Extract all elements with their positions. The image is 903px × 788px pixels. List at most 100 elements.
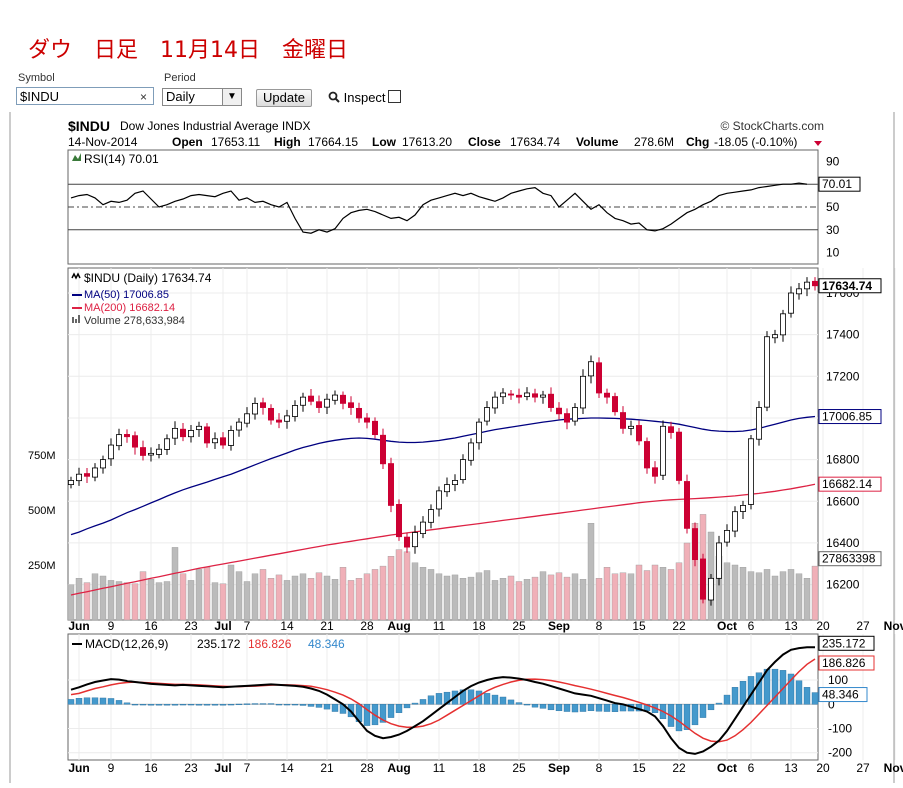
macd-hist-bar xyxy=(219,704,227,706)
volume-tick-500M: 500M xyxy=(28,505,56,517)
ma50-line xyxy=(70,415,816,536)
volume-bar xyxy=(171,547,179,621)
macd-x-label-Jun: Jun xyxy=(68,761,89,775)
symbol-input[interactable]: $INDU × xyxy=(16,87,154,105)
candle-body xyxy=(588,361,595,377)
macd-hist-bar xyxy=(611,704,619,712)
volume-bar xyxy=(515,581,523,621)
candle-body xyxy=(483,407,490,422)
volume-bar xyxy=(179,573,187,621)
volume-bar xyxy=(219,583,227,621)
macd-hist-bar xyxy=(723,694,731,705)
macd-legend-macd: 235.172 xyxy=(197,637,241,651)
candle-body xyxy=(251,402,258,415)
candle-body xyxy=(716,542,723,579)
volume-bar xyxy=(427,569,435,621)
macd-hist-bar xyxy=(435,693,443,705)
volume-bar xyxy=(331,579,339,621)
header-high: 17664.15 xyxy=(308,135,358,149)
header-source: © StockCharts.com xyxy=(720,119,824,133)
volume-bar xyxy=(739,567,747,621)
header-date: 14-Nov-2014 xyxy=(68,135,138,149)
rsi-legend: RSI(14) 70.01 xyxy=(84,152,159,166)
candle-body xyxy=(187,430,194,438)
candle-body xyxy=(371,420,378,436)
macd-hist-bar xyxy=(539,704,547,709)
macd-hist-bar xyxy=(715,702,723,705)
macd-hist-bar xyxy=(163,704,171,706)
candle-body xyxy=(756,407,763,440)
volume-bar xyxy=(507,575,515,621)
price-tick-17200: 17200 xyxy=(826,369,860,383)
candle-body xyxy=(124,434,131,438)
header-volume: 278.6M xyxy=(634,135,674,149)
update-button[interactable]: Update xyxy=(256,89,312,107)
volume-bar xyxy=(795,573,803,621)
inspect-checkbox[interactable] xyxy=(387,90,401,103)
candle-body xyxy=(507,393,514,396)
macd-hist-bar xyxy=(123,702,131,705)
candle-body xyxy=(556,407,563,415)
macd-hist-bar xyxy=(99,697,107,705)
candle-body xyxy=(387,463,394,506)
clear-icon[interactable]: × xyxy=(139,90,147,104)
price-x-label-28: 28 xyxy=(360,619,374,633)
volume-bar xyxy=(443,575,451,621)
volume-bar xyxy=(619,572,627,621)
macd-x-label-13: 13 xyxy=(784,761,798,775)
rsi-legend-icon xyxy=(72,153,81,161)
macd-legend-hist: 48.346 xyxy=(308,637,345,651)
period-select[interactable]: Daily ▼ xyxy=(162,88,242,106)
macd-x-axis: Jun 9 16 23 Jul 7 14 21 28 Aug 11 18 25 Sep 8 15 22 Oct 6 1… xyxy=(68,761,903,775)
header-volume-label: Volume xyxy=(576,135,619,149)
macd-hist-bar xyxy=(283,704,291,706)
macd-hist-bar xyxy=(691,704,699,726)
volume-bar xyxy=(67,584,75,621)
candle-body xyxy=(195,425,202,431)
macd-hist-bar xyxy=(243,703,251,705)
volume-bar xyxy=(675,562,683,621)
price-x-label-27: 27 xyxy=(856,619,870,633)
candle-body xyxy=(299,396,306,406)
price-x-label-Jun: Jun xyxy=(68,619,89,633)
volume-bar xyxy=(435,573,443,621)
macd-hist-bar xyxy=(363,704,371,726)
volume-bar xyxy=(299,573,307,621)
header-chg-label: Chg xyxy=(686,135,709,149)
macd-x-label-18: 18 xyxy=(472,761,486,775)
macd-hist-bar xyxy=(267,703,275,705)
rsi-tick-50: 50 xyxy=(826,200,840,214)
volume-bar xyxy=(731,564,739,621)
candle-body xyxy=(411,532,418,548)
volume-bar xyxy=(307,578,315,621)
price-x-label-Oct: Oct xyxy=(717,619,737,633)
volume-bar xyxy=(563,576,571,621)
header-low-label: Low xyxy=(372,135,397,149)
macd-hist-bar xyxy=(107,698,115,705)
macd-hist-bar xyxy=(291,704,299,706)
header-chg: -18.05 (-0.10%) xyxy=(714,135,797,149)
candle-body xyxy=(596,362,603,394)
candle-body xyxy=(307,395,314,402)
volume-tick-250M: 250M xyxy=(28,560,56,572)
volume-bar xyxy=(315,572,323,621)
macd-hist-bar xyxy=(675,704,683,732)
candle-body xyxy=(732,511,739,532)
macd-hist-bar xyxy=(203,704,211,706)
macd-x-label-6: 6 xyxy=(748,761,755,775)
volume-bar xyxy=(779,571,787,621)
macd-hist-bar xyxy=(307,704,315,707)
volume-bar xyxy=(139,571,147,621)
candle-body xyxy=(516,394,523,398)
volume-bar xyxy=(83,582,91,621)
macd-hist-bar xyxy=(699,704,707,718)
inspect-toggle[interactable]: Inspect xyxy=(328,89,401,107)
header-high-label: High xyxy=(274,135,301,149)
macd-hist-bar xyxy=(523,704,531,706)
volume-bar xyxy=(659,567,667,621)
rsi-line xyxy=(70,182,808,234)
chevron-down-icon[interactable]: ▼ xyxy=(222,89,241,105)
volume-bar xyxy=(123,582,131,621)
candle-body xyxy=(684,481,691,529)
header-open-label: Open xyxy=(172,135,203,149)
